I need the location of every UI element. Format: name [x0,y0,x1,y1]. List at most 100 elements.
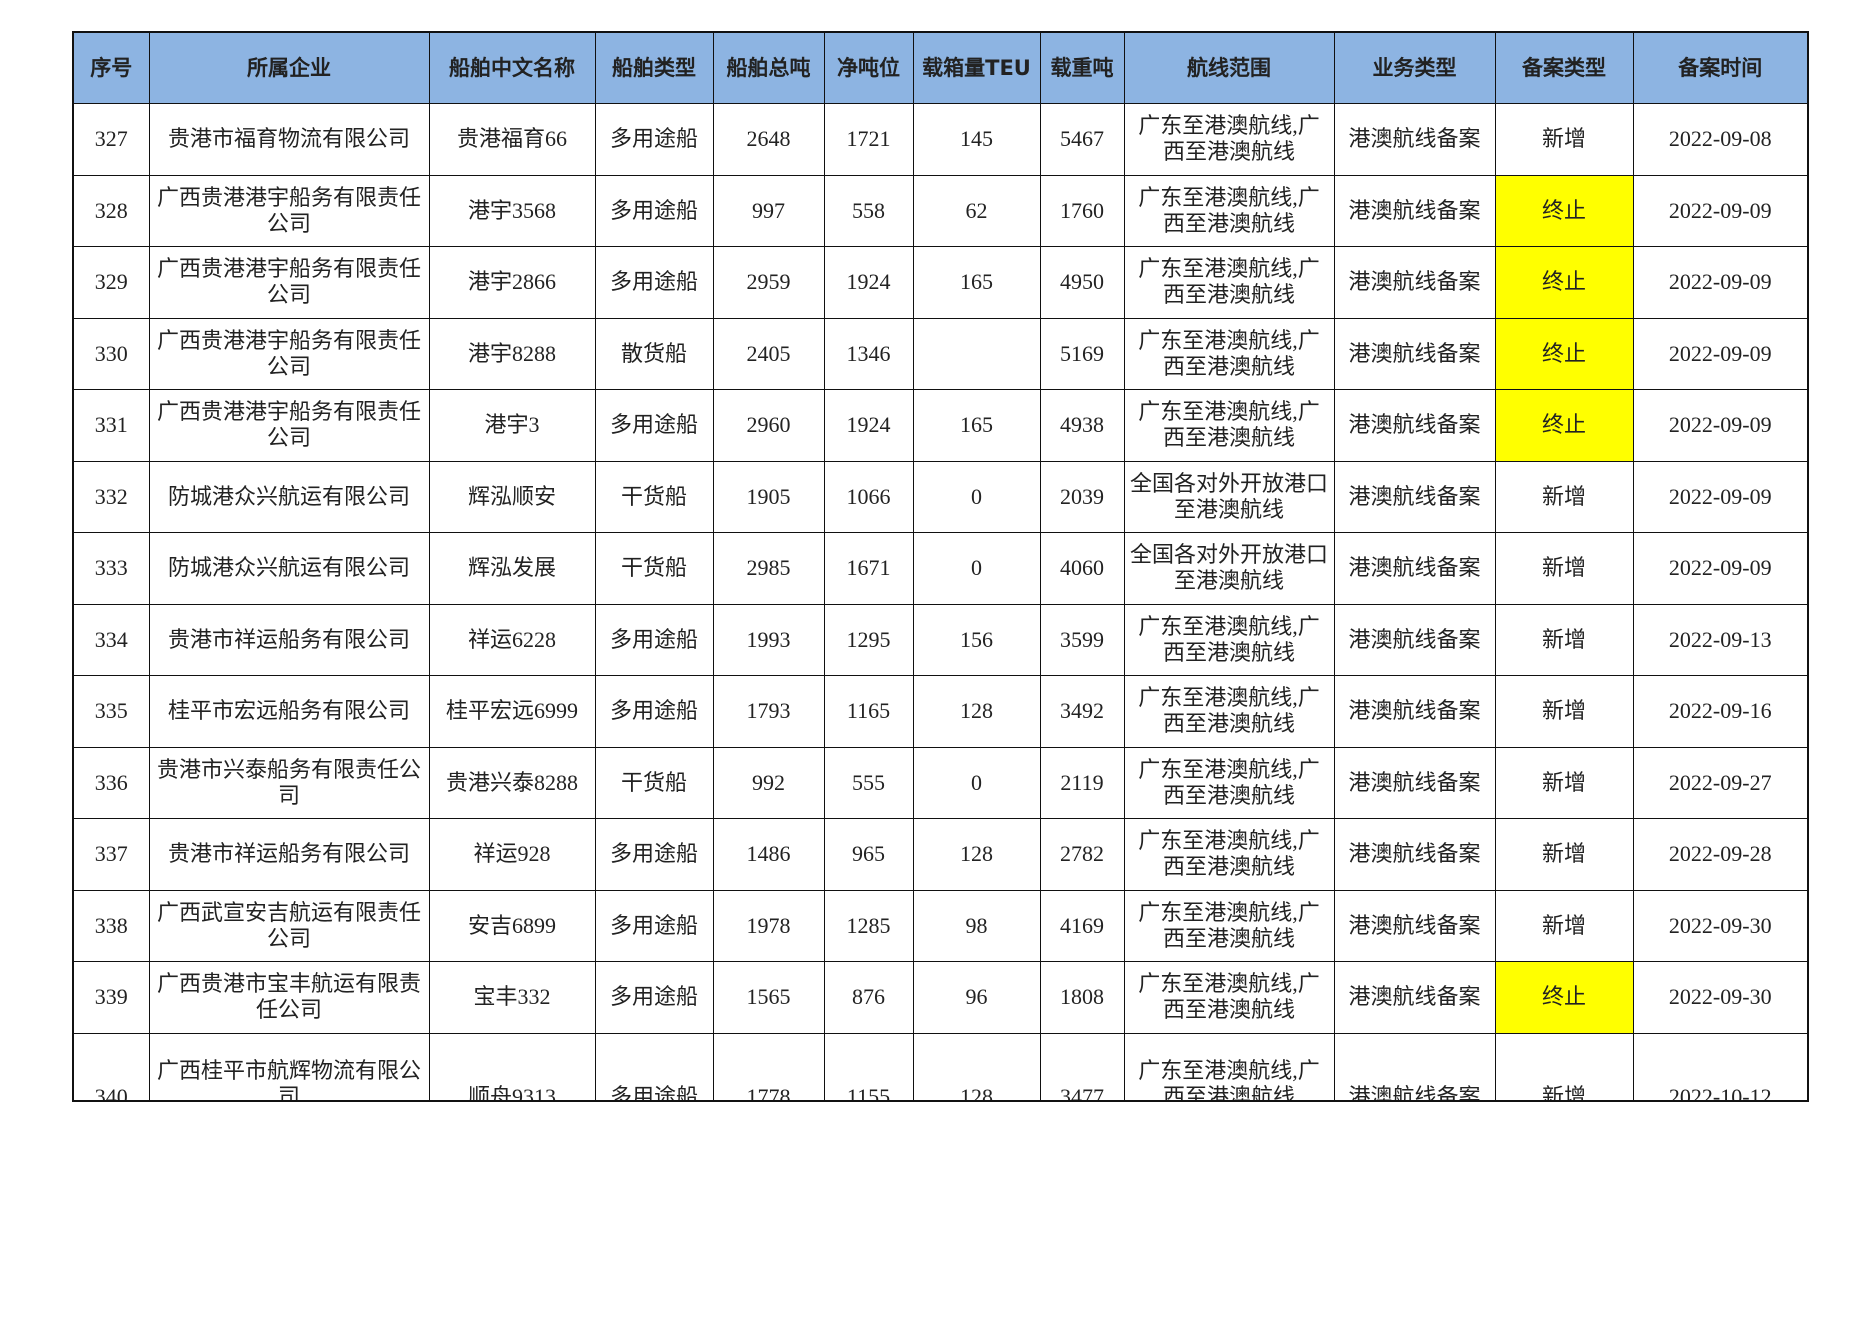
cell-row-number: 336 [72,746,150,819]
cell-ship-type: 多用途船 [594,246,714,319]
cell-teu-capacity: 98 [912,889,1041,962]
net-tonnage-text: 1295 [846,626,891,652]
cell-route-scope: 广东至港澳航线,广西至港澳航线 [1123,818,1335,891]
cell-ship-name: 港宇3 [428,389,596,462]
teu-capacity-text: 128 [960,698,993,724]
cell-filing-date: 2022-09-09 [1632,246,1809,319]
ship-type-text: 多用途船 [609,912,698,938]
cell-route-scope: 广东至港澳航线,广西至港澳航线 [1123,889,1335,962]
table-row: 330 广西贵港港宇船务有限责任公司 港宇8288 散货船 2405 1346 5169 广东… [72,317,1809,390]
cell-teu-capacity: 0 [912,460,1041,533]
ship-name-text: 宝丰332 [473,984,551,1010]
cell-row-number: 332 [72,460,150,533]
table-row: 340 广西桂平市航辉物流有限公司 顺舟9313 多用途船 1778 1155 128 347… [72,1032,1809,1102]
cell-filing-type: 终止 [1494,317,1634,390]
cell-net-tonnage: 1165 [823,675,914,748]
ship-type-text: 多用途船 [609,841,698,867]
table-row: 334 贵港市祥运船务有限公司 祥运6228 多用途船 1993 1295 156 3599 广… [72,603,1809,676]
cell-row-number: 340 [72,1032,150,1102]
ship-name-text: 祥运928 [473,841,551,867]
route-scope-text: 全国各对外开放港口至港澳航线 [1129,470,1328,522]
cell-filing-date: 2022-09-27 [1632,746,1809,819]
route-scope-text: 广东至港澳航线,广西至港澳航线 [1138,399,1320,451]
table-row: 333 防城港众兴航运有限公司 辉泓发展 干货船 2985 1671 0 4060 全国各对外开… [72,532,1809,605]
company-name-text: 广西贵港市宝丰航运有限责任公司 [156,971,421,1023]
route-scope-text: 广东至港澳航线,广西至港澳航线 [1138,971,1320,1023]
filing-type-text: 终止 [1541,412,1586,438]
cell-company-name: 广西贵港市宝丰航运有限责任公司 [148,961,430,1034]
cell-route-scope: 广东至港澳航线,广西至港澳航线 [1123,961,1335,1034]
cell-deadweight: 2039 [1039,460,1125,533]
cell-teu-capacity: 96 [912,961,1041,1034]
cell-ship-type: 干货船 [594,460,714,533]
ship-type-text: 多用途船 [609,126,698,152]
cell-filing-type: 终止 [1494,961,1634,1034]
cell-filing-date: 2022-09-30 [1632,889,1809,962]
business-type-text: 港澳航线备案 [1348,984,1481,1010]
route-scope-text: 广东至港澳航线,广西至港澳航线 [1138,756,1320,808]
cell-gross-tonnage: 1905 [712,460,825,533]
cell-net-tonnage: 1295 [823,603,914,676]
ship-type-text: 多用途船 [609,412,698,438]
deadweight-text: 4060 [1060,555,1104,581]
teu-capacity-text: 96 [965,984,988,1010]
net-tonnage-text: 1346 [846,340,891,366]
cell-filing-type: 新增 [1494,818,1634,891]
cell-ship-type: 散货船 [594,317,714,390]
cell-deadweight: 4060 [1039,532,1125,605]
row-number-text: 337 [94,841,128,867]
cell-ship-name: 港宇3568 [428,174,596,247]
filing-type-text: 新增 [1541,1084,1586,1101]
cell-gross-tonnage: 1978 [712,889,825,962]
ship-type-text: 多用途船 [609,197,698,223]
cell-business-type: 港澳航线备案 [1333,818,1496,891]
cell-row-number: 329 [72,246,150,319]
cell-filing-date: 2022-09-13 [1632,603,1809,676]
cell-row-number: 337 [72,818,150,891]
company-name-text: 广西贵港港宇船务有限责任公司 [156,256,421,308]
cell-ship-type: 多用途船 [594,174,714,247]
cell-filing-date: 2022-09-09 [1632,174,1809,247]
ship-type-text: 多用途船 [609,269,698,295]
filing-date-text: 2022-09-27 [1668,769,1772,795]
cell-row-number: 333 [72,532,150,605]
net-tonnage-text: 1721 [846,126,891,152]
column-header-route-scope: 航线范围 [1123,31,1335,104]
ship-type-text: 多用途船 [609,1084,698,1101]
business-type-text: 港澳航线备案 [1348,841,1481,867]
cell-deadweight: 2119 [1039,746,1125,819]
cell-filing-type: 终止 [1494,174,1634,247]
deadweight-text: 3599 [1060,626,1104,652]
teu-capacity-text: 0 [971,483,982,509]
cell-teu-capacity: 128 [912,1032,1041,1102]
cell-ship-type: 多用途船 [594,1032,714,1102]
cell-route-scope: 广东至港澳航线,广西至港澳航线 [1123,746,1335,819]
filing-date-text: 2022-09-08 [1668,126,1772,152]
ship-name-text: 辉泓发展 [467,555,556,581]
business-type-text: 港澳航线备案 [1348,1084,1481,1101]
table-row: 338 广西武宣安吉航运有限责任公司 安吉6899 多用途船 1978 1285 98 416… [72,889,1809,962]
table-row: 331 广西贵港港宇船务有限责任公司 港宇3 多用途船 2960 1924 165 4938 广… [72,389,1809,462]
row-number-text: 335 [94,698,128,724]
ship-name-text: 安吉6899 [467,912,556,938]
net-tonnage-text: 1924 [846,412,891,438]
deadweight-text: 1808 [1060,984,1104,1010]
cell-ship-name: 桂平宏远6999 [428,675,596,748]
company-name-text: 广西武宣安吉航运有限责任公司 [156,899,421,951]
cell-deadweight: 4169 [1039,889,1125,962]
deadweight-text: 4169 [1060,912,1104,938]
filing-date-text: 2022-09-30 [1668,912,1772,938]
cell-gross-tonnage: 2960 [712,389,825,462]
column-header-business-type: 业务类型 [1333,31,1496,104]
cell-filing-type: 新增 [1494,532,1634,605]
cell-business-type: 港澳航线备案 [1333,389,1496,462]
cell-gross-tonnage: 1486 [712,818,825,891]
cell-business-type: 港澳航线备案 [1333,961,1496,1034]
cell-ship-type: 多用途船 [594,603,714,676]
column-header-teu-capacity: 载箱量TEU [912,31,1041,104]
business-type-text: 港澳航线备案 [1348,269,1481,295]
cell-row-number: 327 [72,103,150,176]
business-type-text: 港澳航线备案 [1348,912,1481,938]
company-name-text: 广西桂平市航辉物流有限公司 [156,1058,421,1101]
route-scope-text: 广东至港澳航线,广西至港澳航线 [1138,685,1320,737]
